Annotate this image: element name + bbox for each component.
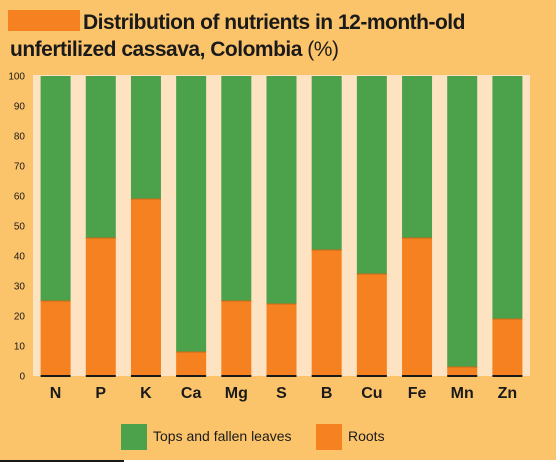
legend-swatch-tops [121,424,147,450]
bar-roots-cu [356,274,387,376]
x-category-label: Fe [408,385,427,402]
bar-base [176,375,207,377]
bar-base [130,375,161,377]
y-tick-label: 30 [14,282,26,293]
bar-roots-p [85,238,116,376]
title-color-swatch [8,10,80,31]
bar-tops-mn [447,76,478,367]
bar-tops-p [85,76,116,238]
bar-base [492,375,523,377]
footer-rule [0,460,124,462]
y-tick-label: 90 [14,102,26,113]
bar-tops-b [311,76,342,250]
bar-roots-b [311,250,342,376]
legend-label-tops: Tops and fallen leaves [153,428,292,444]
bar-roots-s [266,304,297,376]
bar-tops-n [40,76,71,301]
legend: Tops and fallen leaves Roots [0,424,556,450]
bar-tops-k [130,76,161,199]
bar-roots-fe [402,238,433,376]
bar-base [402,375,433,377]
bar-roots-mn [447,367,478,376]
y-tick-label: 10 [14,342,26,353]
bar-base [40,375,71,377]
bar-tops-zn [492,76,523,319]
x-category-label: S [276,385,287,402]
bar-base [311,375,342,377]
bar-roots-zn [492,319,523,376]
chart-title-text: unfertilized cassava, Colombia [10,38,302,61]
legend-label-roots: Roots [348,428,385,444]
bar-roots-mg [221,301,252,376]
bar-tops-cu [356,76,387,274]
x-category-label: Zn [498,385,518,402]
x-category-label: Mg [225,385,248,402]
x-category-label: Cu [361,385,382,402]
bar-tops-s [266,76,297,304]
x-category-label: P [95,385,106,402]
bar-base [85,375,116,377]
x-category-label: B [321,385,333,402]
bar-base [221,375,252,377]
bar-roots-ca [176,352,207,376]
y-tick-label: 20 [14,312,26,323]
x-category-label: K [140,385,152,402]
bar-tops-fe [402,76,433,238]
stacked-bar-chart: 0 10 20 30 40 50 60 70 80 90 100 N P K Ca Mg S B Cu Fe Mn Zn [8,72,523,402]
x-category-label: Ca [181,385,202,402]
chart-title-line-2: unfertilized cassava, Colombia (%) [10,38,339,62]
bar-base [447,375,478,377]
bar-roots-n [40,301,71,376]
chart-title-unit: (%) [307,38,339,61]
y-tick-label: 40 [14,252,26,263]
chart-title-line-1: Distribution of nutrients in 12-month-ol… [83,11,465,34]
x-category-label: Mn [451,385,474,402]
y-tick-label: 80 [14,132,26,143]
bar-base [266,375,297,377]
y-tick-label: 70 [14,162,26,173]
x-category-label: N [50,385,62,402]
bar-tops-mg [221,76,252,301]
legend-swatch-roots [316,424,342,450]
y-tick-label: 60 [14,192,26,203]
y-tick-label: 0 [19,372,25,383]
bar-tops-ca [176,76,207,352]
y-tick-label: 50 [14,222,26,233]
y-tick-label: 100 [8,72,25,83]
bar-roots-k [130,199,161,376]
bar-base [356,375,387,377]
